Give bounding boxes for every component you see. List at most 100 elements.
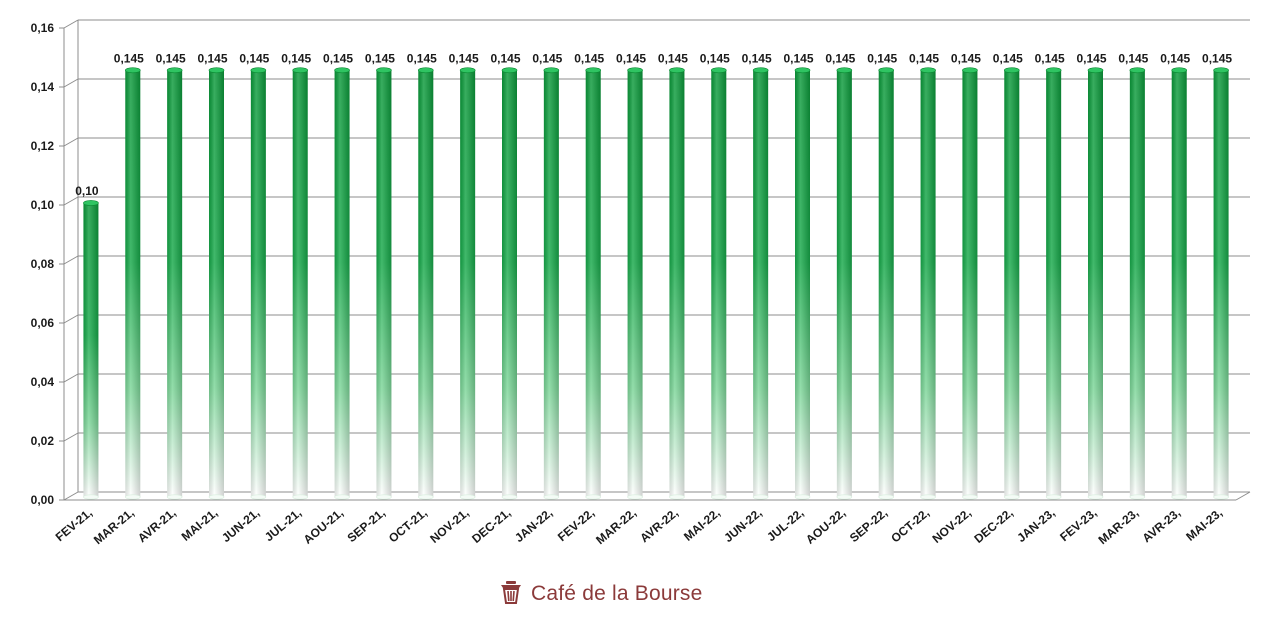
- x-tick-label: OCT-21,: [386, 506, 430, 546]
- y-axis: 0,00 0,02 0,04 0,06 0,08 0,10 0,12 0,14 0,16: [31, 20, 1251, 507]
- bar: [417, 67, 434, 500]
- bar-shading: [125, 70, 141, 497]
- x-tick-label: AOU-22,: [803, 506, 848, 547]
- bar-shading: [795, 70, 810, 497]
- bar-cap: [459, 67, 476, 74]
- bar-cap: [920, 67, 936, 74]
- bar-base: [250, 494, 267, 500]
- data-labels: 0,10 0,145 0,145 0,145 0,145 0,145 0,145 0,145 0…: [75, 51, 1232, 198]
- bar-shading: [836, 70, 852, 497]
- bar-cap: [334, 67, 350, 74]
- bar-cap: [1213, 67, 1229, 74]
- bar: [501, 67, 518, 500]
- x-tick-label: FEV-23,: [1057, 506, 1099, 545]
- bar-shading: [1129, 70, 1145, 497]
- coffee-cup-icon: [497, 578, 525, 611]
- data-label: 0,145: [825, 51, 855, 65]
- bar-shading: [585, 70, 601, 497]
- bar-base: [501, 494, 518, 500]
- bar-shading: [334, 70, 350, 497]
- data-label: 0,145: [616, 51, 646, 65]
- bar: [459, 67, 476, 500]
- bar-base: [166, 494, 183, 500]
- bar-base: [124, 494, 141, 500]
- bar-cap: [543, 67, 560, 74]
- data-label: 0,145: [281, 51, 311, 65]
- bar-base: [878, 494, 895, 500]
- bar: [208, 67, 225, 500]
- x-tick-label: NOV-22,: [930, 506, 974, 546]
- data-label: 0,145: [1202, 51, 1232, 65]
- data-label: 0,145: [909, 51, 939, 65]
- bar-cap: [250, 67, 267, 74]
- x-tick-label: SEP-22,: [847, 506, 890, 545]
- bar-shading: [209, 70, 224, 497]
- bar-shading: [627, 70, 643, 497]
- data-label: 0,145: [197, 51, 227, 65]
- bar: [292, 67, 309, 500]
- bar-cap: [1087, 67, 1104, 74]
- x-tick-label: MAR-23,: [1096, 506, 1142, 548]
- bar-base: [1003, 494, 1020, 500]
- bar-shading: [376, 70, 392, 497]
- grid-line-side: [63, 373, 79, 383]
- bar-shading: [1171, 70, 1187, 497]
- bar-base: [962, 494, 978, 500]
- x-tick-label: DEC-22,: [971, 506, 1015, 546]
- bar: [669, 67, 685, 500]
- bar-cap: [501, 67, 518, 74]
- x-tick-label: AVR-22,: [637, 506, 681, 546]
- x-tick-label: MAI-21,: [179, 506, 221, 544]
- bar-cap: [166, 67, 183, 74]
- bar-cap: [1129, 67, 1146, 74]
- bar-shading: [250, 70, 266, 497]
- bar-cap: [1003, 67, 1020, 74]
- bar-shading: [1004, 70, 1020, 497]
- x-tick-label: JUL-22,: [764, 506, 806, 545]
- bar: [1171, 67, 1188, 500]
- data-label: 0,145: [1118, 51, 1148, 65]
- bar-shading: [292, 70, 308, 497]
- y-tick-label: 0,12: [31, 139, 55, 153]
- y-tick-label: 0,10: [31, 198, 55, 212]
- x-tick-label: NOV-21,: [427, 506, 471, 546]
- bar-cap: [292, 67, 309, 74]
- bar-cap: [417, 67, 434, 74]
- floor-edge: [1235, 491, 1251, 501]
- bar: [543, 67, 560, 500]
- bar-cap: [1045, 67, 1062, 74]
- bar-cap: [627, 67, 643, 74]
- grid-line-side: [63, 137, 79, 147]
- bar-base: [292, 494, 309, 500]
- y-tick-label: 0,08: [31, 257, 55, 271]
- watermark-text: Café de la Bourse: [531, 582, 703, 605]
- bar-base: [669, 494, 685, 500]
- bar-cap: [962, 67, 978, 74]
- data-label: 0,145: [1035, 51, 1065, 65]
- x-tick-label: MAI-22,: [681, 506, 723, 544]
- bar-shading: [460, 70, 476, 497]
- bar: [1087, 67, 1104, 500]
- bar: [334, 67, 350, 500]
- data-label: 0,145: [700, 51, 730, 65]
- data-label: 0,145: [407, 51, 437, 65]
- bar: [376, 67, 392, 500]
- bar-cap: [1171, 67, 1188, 74]
- data-label: 0,145: [951, 51, 981, 65]
- data-label: 0,145: [742, 51, 772, 65]
- data-label: 0,145: [323, 51, 353, 65]
- bar: [1129, 67, 1146, 500]
- bar: [627, 67, 643, 500]
- bar-base: [794, 494, 811, 500]
- bar-shading: [878, 70, 894, 497]
- x-tick-label: JUL-21,: [262, 506, 304, 545]
- grid-line-side: [63, 19, 79, 29]
- bar: [1213, 67, 1229, 500]
- bar-base: [1171, 494, 1188, 500]
- data-label: 0,145: [867, 51, 897, 65]
- bar-cap: [752, 67, 769, 74]
- bar: [585, 67, 602, 500]
- bar-shading: [418, 70, 434, 497]
- bar-shading: [1088, 70, 1103, 497]
- x-tick-label: JAN-23,: [1014, 506, 1057, 545]
